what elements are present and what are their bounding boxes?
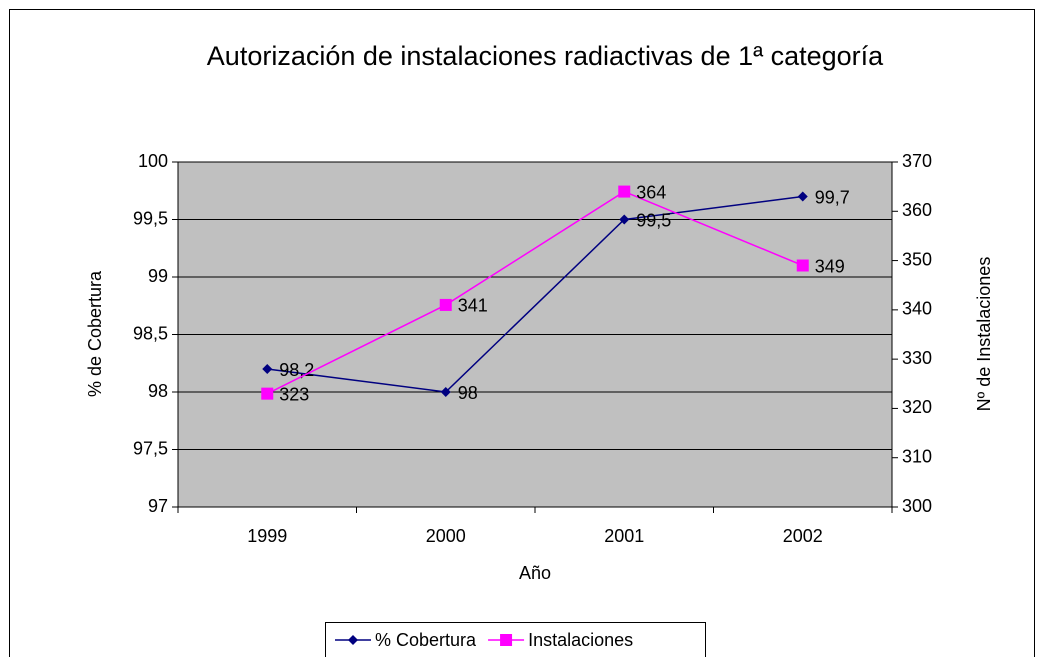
y-tick-label: 97,5 <box>133 438 168 458</box>
y2-tick-label: 330 <box>902 348 932 368</box>
y-tick-label: 99,5 <box>133 208 168 228</box>
data-label: 98 <box>458 383 478 403</box>
data-label: 98,2 <box>279 360 314 380</box>
legend-marker <box>500 634 513 646</box>
data-label: 323 <box>279 384 309 404</box>
x-tick-label: 1999 <box>247 526 287 546</box>
legend-marker <box>348 635 358 645</box>
y-tick-label: 98 <box>148 381 168 401</box>
y-tick-label: 99 <box>148 266 168 286</box>
x-tick-label: 2002 <box>783 526 823 546</box>
y-axis-label: % de Cobertura <box>85 270 105 397</box>
series-line <box>267 195 803 393</box>
data-point <box>796 259 809 272</box>
y2-tick-label: 320 <box>902 397 932 417</box>
x-tick-label: 2000 <box>426 526 466 546</box>
data-point <box>797 191 808 202</box>
data-label: 364 <box>636 182 666 202</box>
data-label: 349 <box>815 256 845 276</box>
x-axis-label: Año <box>519 563 551 583</box>
y2-tick-label: 370 <box>902 151 932 171</box>
legend-label: % Cobertura <box>375 630 477 650</box>
data-point <box>618 185 631 198</box>
data-point <box>619 214 630 225</box>
y-tick-label: 100 <box>138 151 168 171</box>
data-point <box>262 364 273 374</box>
chart-title: Autorización de instalaciones radiactiva… <box>207 41 884 71</box>
y2-tick-label: 300 <box>902 496 932 516</box>
data-point <box>439 298 452 311</box>
y-tick-label: 97 <box>148 496 168 516</box>
legend-label: Instalaciones <box>528 630 633 650</box>
data-label: 341 <box>458 296 488 316</box>
x-tick-label: 2001 <box>604 526 644 546</box>
y2-tick-label: 360 <box>902 200 932 220</box>
data-label: 99,7 <box>815 187 850 207</box>
y2-tick-label: 310 <box>902 446 932 466</box>
y-tick-label: 98,5 <box>133 323 168 343</box>
data-point <box>440 387 451 397</box>
chart-frame <box>9 9 1035 657</box>
y2-tick-label: 340 <box>902 299 932 319</box>
data-point <box>261 387 274 400</box>
series-line <box>266 190 804 395</box>
data-label: 99,5 <box>636 210 671 230</box>
y2-tick-label: 350 <box>902 249 932 269</box>
y2-axis-label: Nº de Instalaciones <box>974 257 994 412</box>
